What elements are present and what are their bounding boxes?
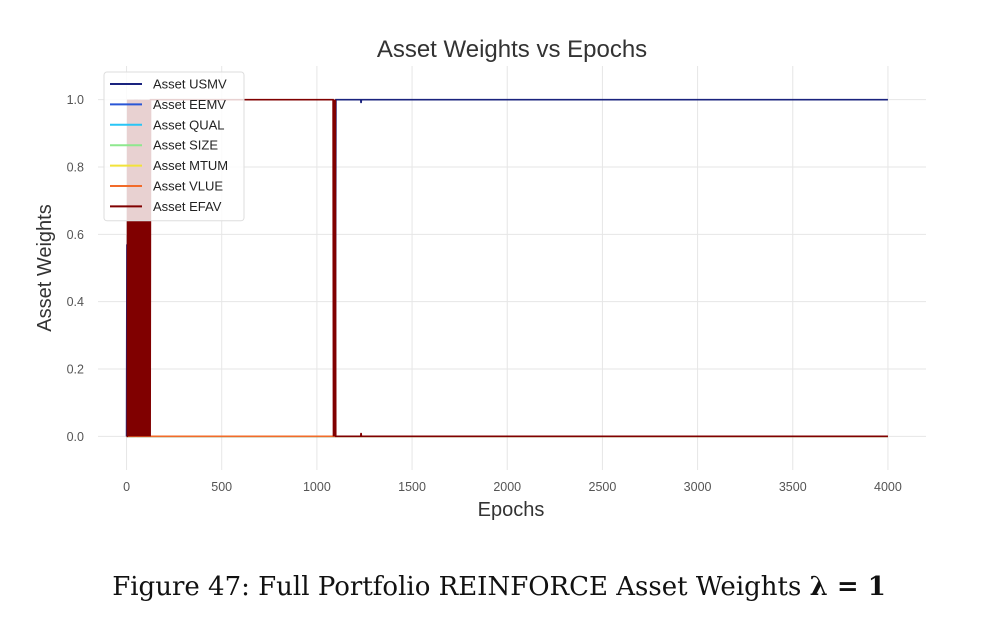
legend-label: Asset QUAL — [153, 117, 225, 132]
figure-caption: Figure 47: Full Portfolio REINFORCE Asse… — [0, 572, 998, 602]
y-tick-label: 0.8 — [67, 161, 84, 175]
legend-label: Asset USMV — [153, 77, 227, 92]
caption-prefix: Figure 47: — [112, 572, 250, 602]
x-axis-label: Epochs — [478, 499, 545, 521]
x-tick-label: 2000 — [493, 480, 521, 494]
legend-label: Asset SIZE — [153, 138, 218, 153]
y-tick-label: 0.0 — [67, 430, 84, 444]
legend: Asset USMV Asset EEMV Asset QUAL Asset SIZE… — [103, 71, 245, 222]
legend-label: Asset EFAV — [153, 199, 222, 214]
x-tick-label: 1500 — [398, 480, 426, 494]
legend-label: Asset MTUM — [153, 158, 228, 173]
x-tick-label: 500 — [211, 480, 232, 494]
x-tick-label: 0 — [123, 480, 130, 494]
x-tick-label: 3000 — [684, 480, 712, 494]
legend-box — [103, 71, 245, 222]
legend-label: Asset VLUE — [153, 179, 223, 194]
legend-label: Asset EEMV — [153, 97, 226, 112]
tick-labels: 0 500 1000 1500 2000 2500 3000 3500 4000 0.0 0.2 0.… — [67, 93, 902, 494]
x-tick-label: 3500 — [779, 480, 807, 494]
chart-title: Asset Weights vs Epochs — [377, 36, 647, 63]
y-tick-label: 0.2 — [67, 363, 84, 377]
x-tick-label: 1000 — [303, 480, 331, 494]
x-tick-label: 2500 — [589, 480, 617, 494]
caption-equation: λ = 1 — [809, 572, 886, 602]
caption-text: Full Portfolio REINFORCE Asset Weights — [258, 572, 802, 602]
y-tick-label: 1.0 — [67, 93, 84, 107]
y-tick-label: 0.6 — [67, 228, 84, 242]
y-axis-label: Asset Weights — [34, 204, 56, 331]
x-tick-label: 4000 — [874, 480, 902, 494]
y-tick-label: 0.4 — [67, 295, 84, 309]
chart: 0 500 1000 1500 2000 2500 3000 3500 4000 0.0 0.2 0.… — [34, 36, 926, 521]
